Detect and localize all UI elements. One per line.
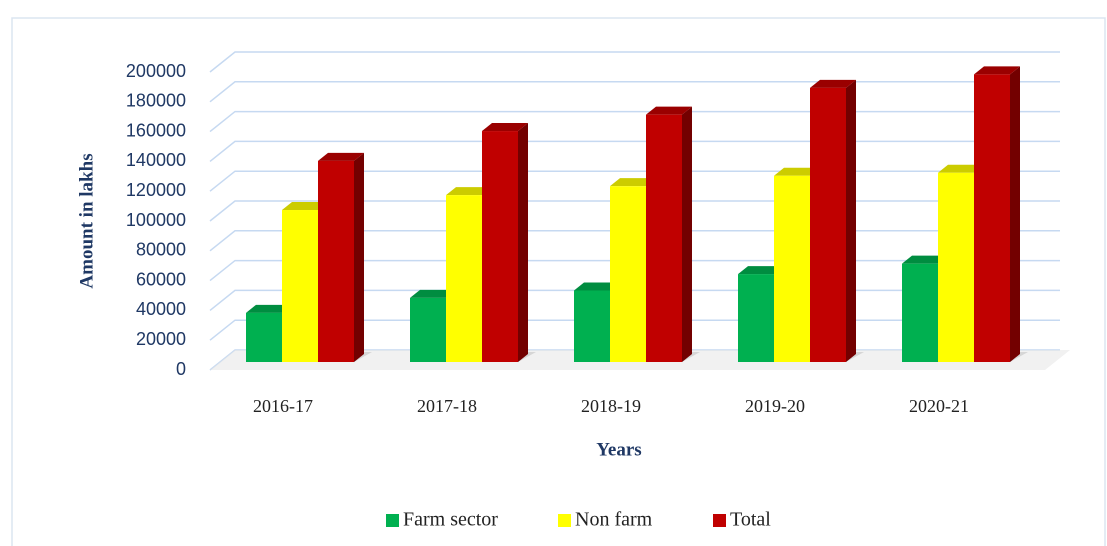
- bar: [974, 74, 1010, 363]
- bar: [902, 263, 938, 362]
- legend-label: Non farm: [575, 509, 653, 531]
- bar-top: [810, 79, 856, 88]
- x-axis-title: Years: [596, 439, 641, 460]
- bar-top: [610, 178, 656, 187]
- y-tick-label: 180000: [126, 91, 186, 111]
- bar: [574, 290, 610, 362]
- bar: [318, 160, 354, 362]
- bar-top: [282, 202, 328, 211]
- bar-top: [974, 66, 1020, 75]
- x-tick-label: 2017-18: [417, 396, 477, 416]
- y-axis-title: Amount in lakhs: [76, 153, 97, 288]
- y-tick-label: 120000: [126, 180, 186, 200]
- y-tick-label: 140000: [126, 150, 186, 170]
- legend-label: Farm sector: [403, 509, 498, 531]
- bar: [738, 274, 774, 362]
- x-tick-label: 2016-17: [253, 396, 313, 416]
- legend-swatch: [713, 514, 726, 527]
- bar-top: [774, 167, 820, 176]
- grid-line: [209, 81, 1060, 103]
- bar: [410, 297, 446, 362]
- bar-top: [938, 164, 984, 173]
- bar: [446, 195, 482, 362]
- bar-side: [846, 79, 856, 362]
- bar-top: [446, 187, 492, 196]
- bar: [610, 186, 646, 362]
- y-tick-label: 200000: [126, 61, 186, 81]
- y-tick-label: 60000: [136, 269, 186, 289]
- bar-top: [246, 304, 292, 313]
- bar: [246, 312, 282, 362]
- bar: [282, 210, 318, 362]
- grid-line: [209, 51, 1060, 73]
- legend-label: Total: [730, 509, 771, 531]
- y-tick-label: 80000: [136, 240, 186, 260]
- bar-side: [518, 123, 528, 362]
- legend-swatch: [558, 514, 571, 527]
- y-tick-label: 160000: [126, 120, 186, 140]
- y-tick-label: 0: [176, 359, 186, 379]
- y-tick-label: 20000: [136, 329, 186, 349]
- grid-line: [209, 110, 1060, 133]
- bar-side: [682, 106, 692, 362]
- bar-side: [354, 152, 364, 362]
- bar-top: [646, 106, 692, 115]
- x-tick-label: 2019-20: [745, 396, 805, 416]
- bar-top: [574, 282, 620, 291]
- x-tick-label: 2020-21: [909, 396, 969, 416]
- bar-top: [738, 266, 784, 275]
- bar: [938, 172, 974, 362]
- y-tick-label: 100000: [126, 210, 186, 230]
- bar: [646, 114, 682, 362]
- bar: [482, 131, 518, 362]
- bar-side: [1010, 66, 1020, 363]
- grid-line: [209, 140, 1060, 162]
- chart-border: [11, 17, 1106, 546]
- bar-top: [902, 255, 948, 264]
- bar-top: [318, 152, 364, 161]
- bar-top: [410, 289, 456, 298]
- bar-top: [482, 123, 528, 132]
- y-tick-label: 40000: [136, 299, 186, 319]
- bar: [810, 87, 846, 362]
- x-tick-label: 2018-19: [581, 396, 641, 416]
- bar: [774, 175, 810, 362]
- legend-swatch: [386, 514, 399, 527]
